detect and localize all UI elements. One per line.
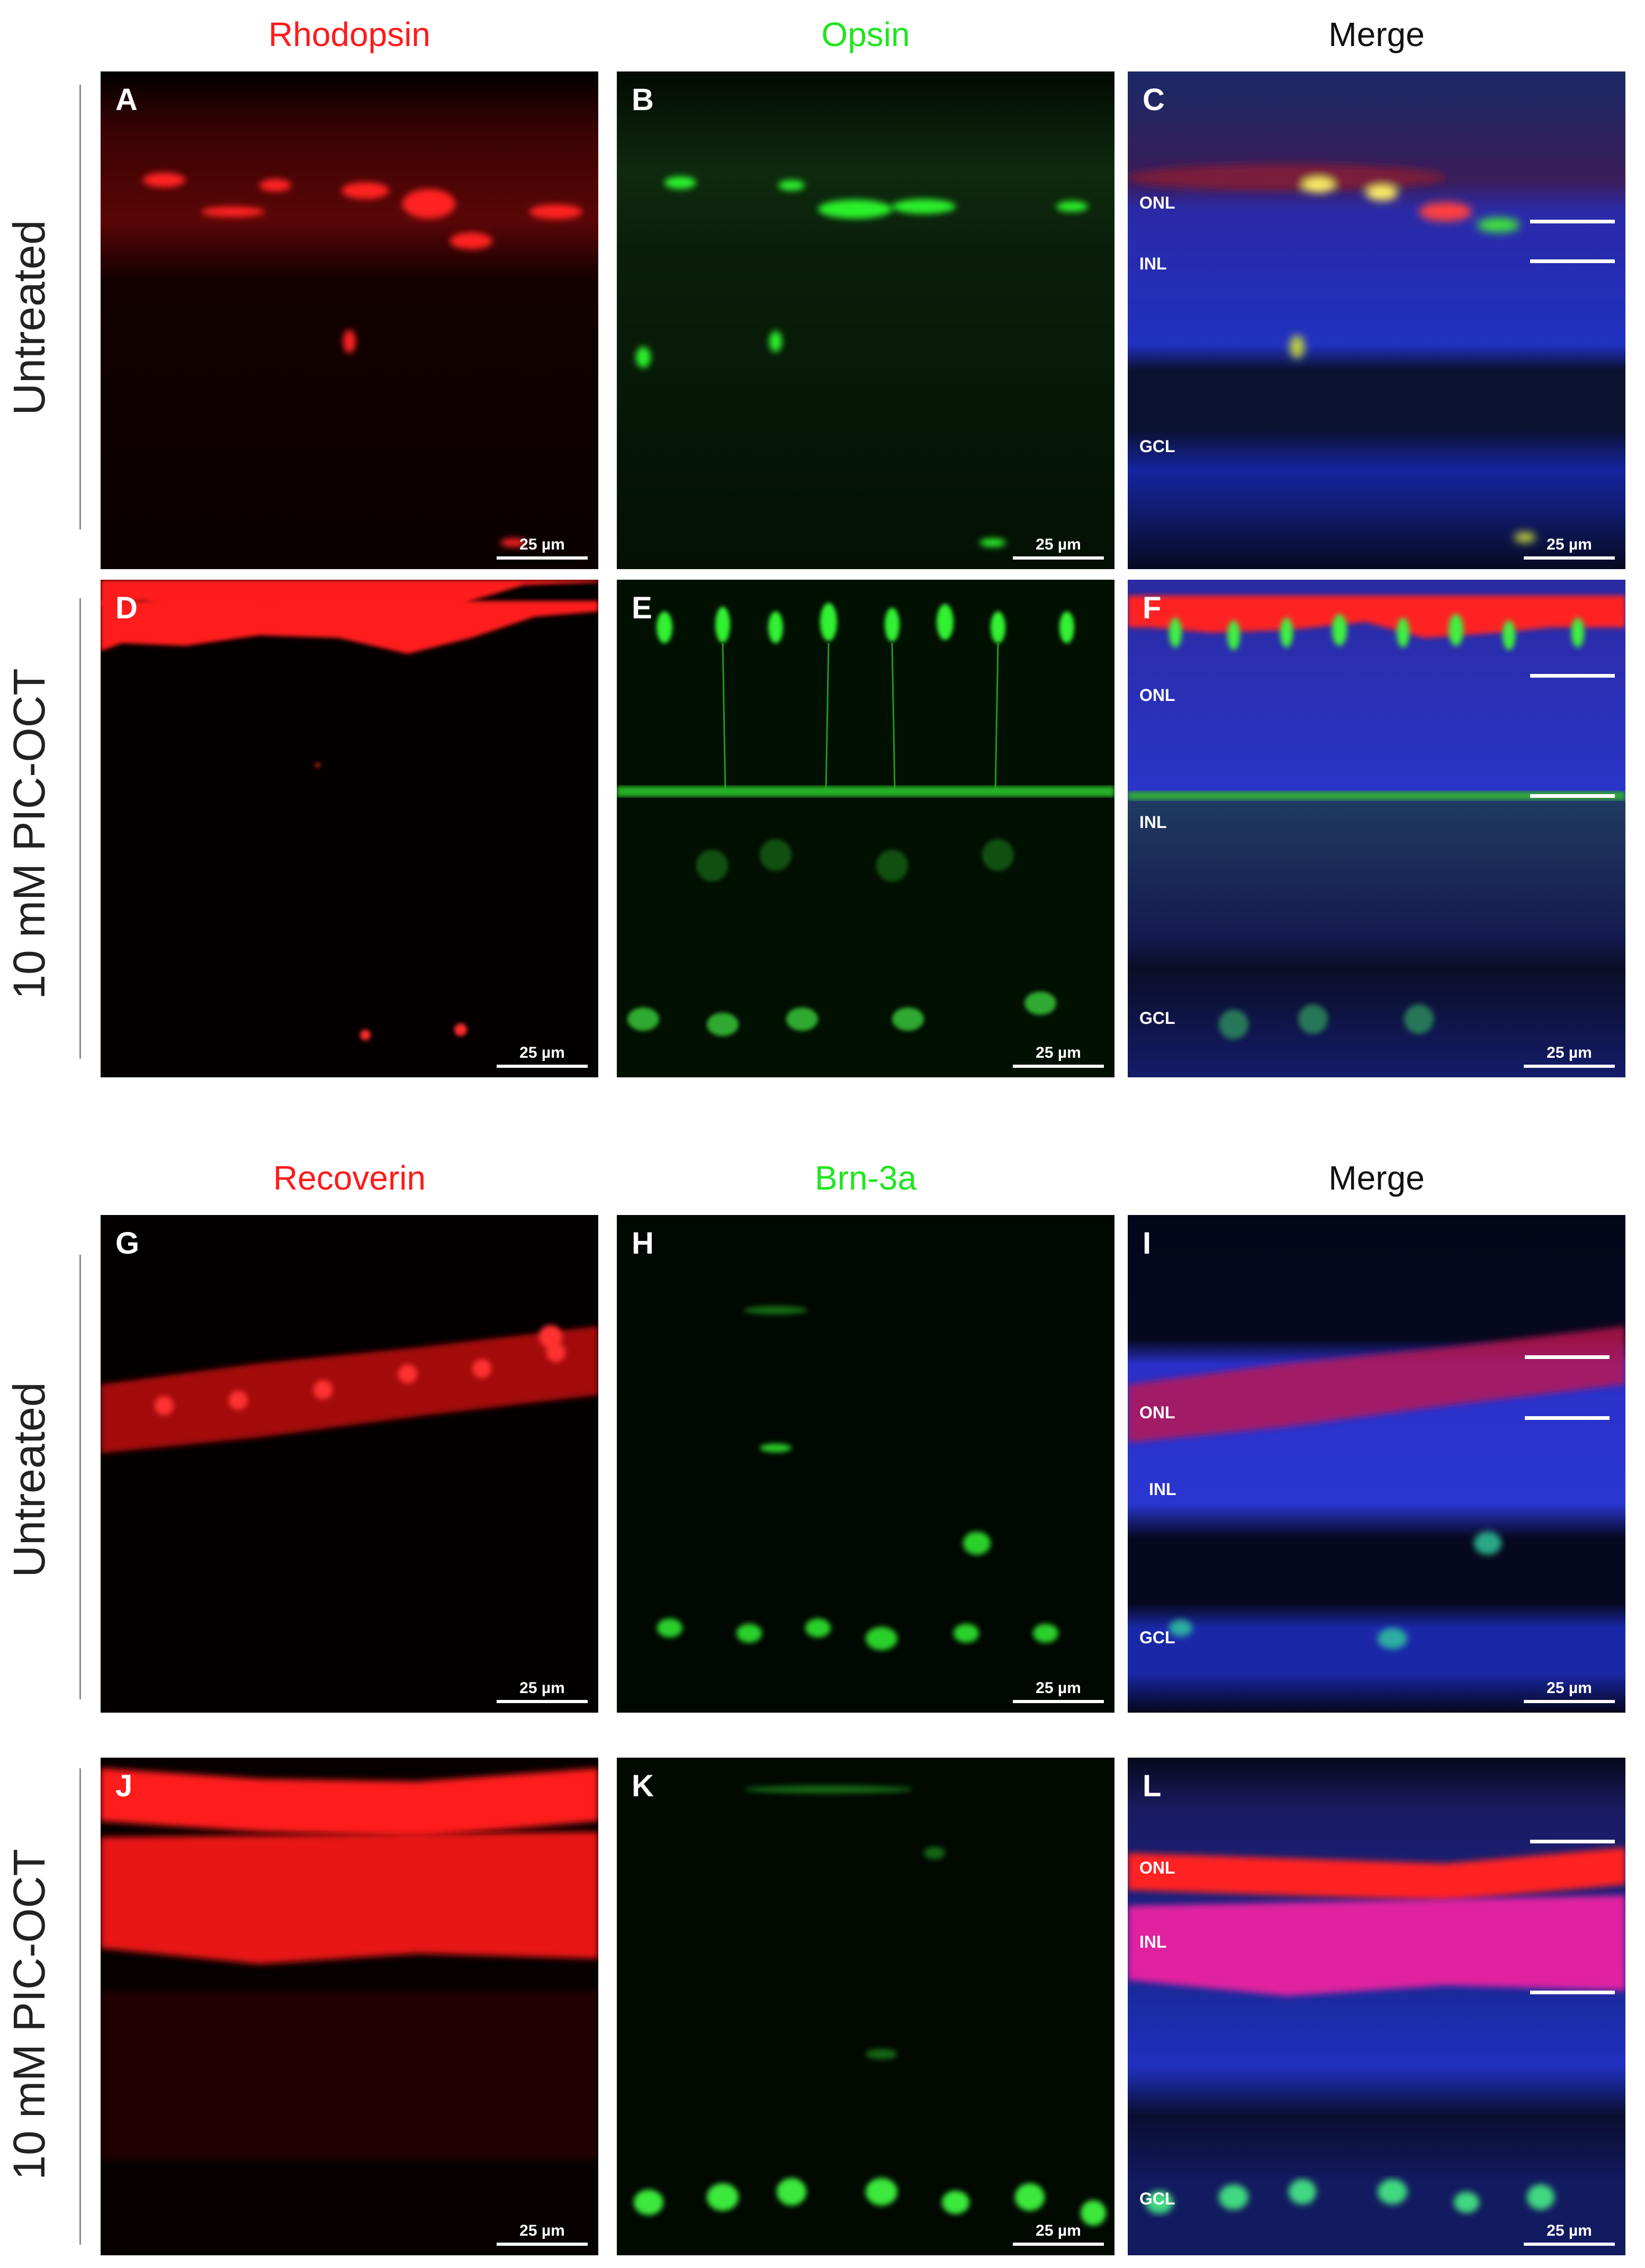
- scale-bar-label: 25 µm: [519, 1679, 565, 1697]
- layer-label-onl: ONL: [1139, 193, 1175, 212]
- panel-label: G: [115, 1226, 140, 1261]
- scale-bar: 25 µm: [497, 1679, 588, 1703]
- row-divider-line: [79, 598, 81, 1059]
- scale-bar: 25 µm: [497, 1043, 588, 1068]
- row-divider-line: [79, 85, 81, 529]
- layer-boundary-bar: [1530, 1991, 1615, 1994]
- scale-bar: 25 µm: [1013, 535, 1104, 560]
- panel-c-merge-untreated: C ONL INL GCL 25 µm: [1128, 71, 1625, 569]
- layer-label-inl: INL: [1139, 254, 1167, 273]
- scale-bar-label: 25 µm: [1036, 536, 1081, 553]
- panel-label: I: [1143, 1226, 1152, 1261]
- layer-label-inl: INL: [1149, 1480, 1176, 1499]
- scale-bar: 25 µm: [1524, 2221, 1615, 2246]
- scale-bar-label: 25 µm: [1036, 2222, 1081, 2239]
- layer-boundary-bar: [1530, 794, 1615, 798]
- scale-bar: 25 µm: [497, 2221, 588, 2246]
- panel-label: F: [1143, 591, 1162, 625]
- panel-label: J: [115, 1769, 133, 1803]
- layer-boundary-bar: [1530, 1840, 1615, 1843]
- column-title-merge-bottom: Merge: [1328, 1159, 1425, 1197]
- scale-bar-label: 25 µm: [1036, 1044, 1081, 1061]
- row-label-pic-oct-bottom: 10 mM PIC-OCT: [4, 1849, 54, 2180]
- scale-bar-label: 25 µm: [1547, 536, 1592, 553]
- layer-boundary-bar: [1525, 1416, 1610, 1420]
- scale-bar-label: 25 µm: [519, 536, 565, 553]
- panel-label: H: [632, 1226, 654, 1261]
- scale-bar-label: 25 µm: [1547, 1044, 1592, 1061]
- row-label-pic-oct-top: 10 mM PIC-OCT: [4, 668, 54, 1000]
- panel-label: D: [115, 591, 138, 625]
- layer-label-gcl: GCL: [1139, 437, 1175, 456]
- scale-bar: 25 µm: [1013, 2221, 1104, 2246]
- panel-e-opsin-pic-oct: E 25 µm: [617, 580, 1114, 1077]
- row-divider-line: [79, 1255, 81, 1699]
- micrograph-image: [1128, 1758, 1625, 2255]
- column-title-recoverin: Recoverin: [273, 1159, 426, 1197]
- micrograph-image: [101, 1758, 598, 2255]
- scale-bar: 25 µm: [1524, 535, 1615, 560]
- panel-d-rhodopsin-pic-oct: D 25 µm: [101, 580, 598, 1077]
- layer-boundary-bar: [1530, 674, 1615, 678]
- scale-bar-label: 25 µm: [519, 2222, 565, 2239]
- scale-bar: 25 µm: [497, 535, 588, 560]
- layer-boundary-bar: [1530, 220, 1615, 223]
- scale-bar: 25 µm: [1524, 1043, 1615, 1068]
- panel-h-brn3a-untreated: H 25 µm: [617, 1215, 1114, 1713]
- micrograph-image: [617, 580, 1114, 1077]
- panel-label: L: [1143, 1769, 1162, 1803]
- panel-label: K: [632, 1769, 654, 1803]
- panel-b-opsin-untreated: B 25 µm: [617, 71, 1114, 569]
- row-label-untreated-top: Untreated: [4, 220, 54, 416]
- layer-boundary-bar: [1525, 1355, 1610, 1359]
- panel-f-merge-pic-oct: F ONL INL GCL 25 µm: [1128, 580, 1625, 1077]
- scale-bar: 25 µm: [1013, 1043, 1104, 1068]
- micrograph-image: [101, 580, 598, 1077]
- layer-label-gcl: GCL: [1139, 2189, 1175, 2208]
- panel-label: A: [115, 83, 138, 117]
- panel-label: E: [632, 591, 652, 625]
- panel-i-merge-untreated: I ONL INL GCL 25 µm: [1128, 1215, 1625, 1713]
- column-title-rhodopsin: Rhodopsin: [268, 15, 430, 53]
- layer-label-inl: INL: [1139, 1932, 1167, 1951]
- scale-bar-label: 25 µm: [1036, 1679, 1081, 1697]
- layer-label-onl: ONL: [1139, 1403, 1175, 1422]
- micrograph-image: [617, 71, 1114, 569]
- scale-bar-label: 25 µm: [1547, 1679, 1592, 1697]
- row-label-untreated-bottom: Untreated: [4, 1382, 54, 1578]
- layer-label-onl: ONL: [1139, 686, 1175, 705]
- micrograph-image: [1128, 1215, 1625, 1713]
- scale-bar: 25 µm: [1013, 1679, 1104, 1703]
- micrograph-image: [617, 1215, 1114, 1713]
- layer-label-onl: ONL: [1139, 1858, 1175, 1877]
- panel-l-merge-pic-oct: L ONL INL GCL 25 µm: [1128, 1758, 1625, 2255]
- layer-label-inl: INL: [1139, 813, 1167, 832]
- scale-bar-label: 25 µm: [519, 1044, 565, 1061]
- micrograph-image: [617, 1758, 1114, 2255]
- micrograph-image: [1128, 71, 1625, 569]
- layer-boundary-bar: [1530, 259, 1615, 263]
- micrograph-image: [1128, 580, 1625, 1077]
- panel-label: C: [1143, 83, 1165, 117]
- panel-label: B: [632, 83, 654, 117]
- micrograph-image: [101, 1215, 598, 1713]
- row-divider-line: [79, 1768, 81, 2245]
- column-title-merge-top: Merge: [1328, 15, 1425, 53]
- scale-bar: 25 µm: [1524, 1679, 1615, 1703]
- layer-label-gcl: GCL: [1139, 1628, 1175, 1647]
- micrograph-image: [101, 71, 598, 569]
- panel-a-rhodopsin-untreated: A 25 µm: [101, 71, 598, 569]
- panel-j-recoverin-pic-oct: J 25 µm: [101, 1758, 598, 2255]
- layer-label-gcl: GCL: [1139, 1009, 1175, 1028]
- column-title-opsin: Opsin: [821, 15, 910, 53]
- scale-bar-label: 25 µm: [1547, 2222, 1592, 2239]
- panel-k-brn3a-pic-oct: K 25 µm: [617, 1758, 1114, 2255]
- panel-g-recoverin-untreated: G 25 µm: [101, 1215, 598, 1713]
- column-title-brn3a: Brn-3a: [814, 1159, 917, 1197]
